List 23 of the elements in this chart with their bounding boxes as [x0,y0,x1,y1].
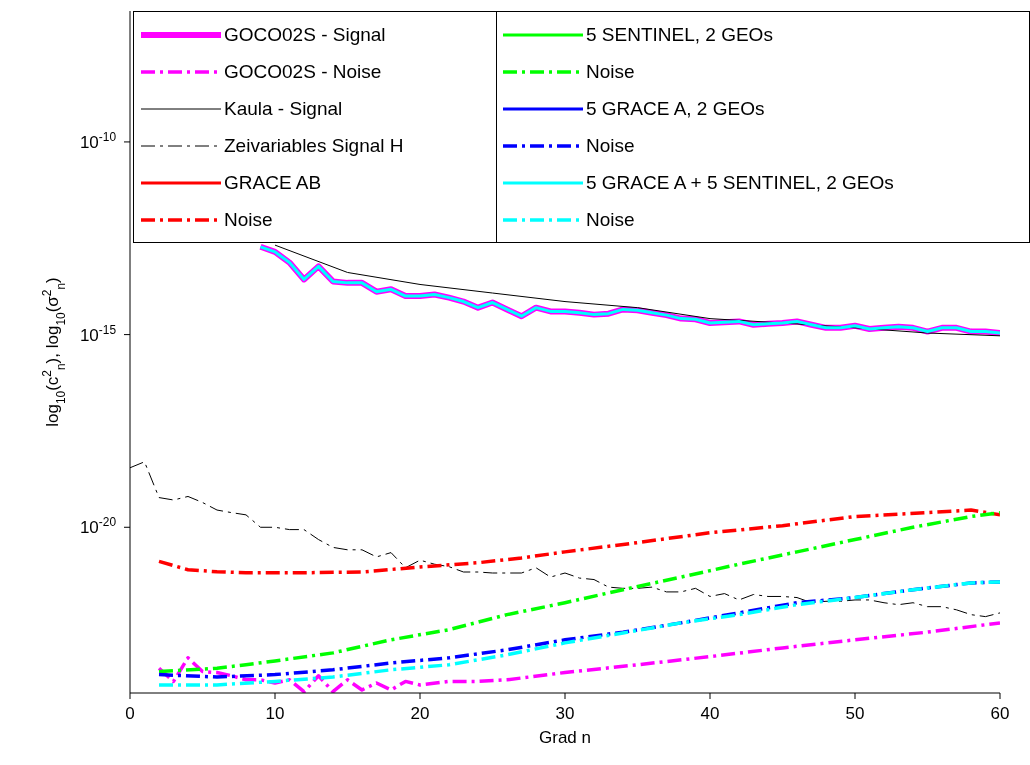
legend-label: 5 GRACE A + 5 SENTINEL, 2 GEOs [586,171,894,194]
legend-label: Noise [224,208,273,231]
x-tick-label: 20 [410,704,430,723]
legend-label: GOCO02S - Signal [224,23,386,46]
x-axis-title: Grad n [539,728,591,747]
legend-label: Noise [586,208,635,231]
x-tick-label: 30 [555,704,575,723]
legend-label: GRACE AB [224,171,322,194]
y-tick-label: 10$^{-15}$ [79,322,117,345]
legend-label: Noise [586,134,635,157]
legend-label: 5 SENTINEL, 2 GEOs [586,23,773,46]
x-tick-label: 10 [265,704,285,723]
legend-label: Noise [586,60,635,83]
legend-label: Zeivariables Signal H [224,134,404,157]
y-tick-label: 10$^{-20}$ [79,515,117,538]
legend-label: 5 GRACE A, 2 GEOs [586,97,765,120]
x-tick-label: 0 [125,704,135,723]
x-tick-label: 40 [700,704,720,723]
x-tick-label: 50 [845,704,865,723]
y-tick-label: 10$^{-10}$ [79,129,117,152]
legend-label: GOCO02S - Noise [224,60,382,83]
x-tick-label: 60 [990,704,1010,723]
legend-label: Kaula - Signal [224,97,343,120]
